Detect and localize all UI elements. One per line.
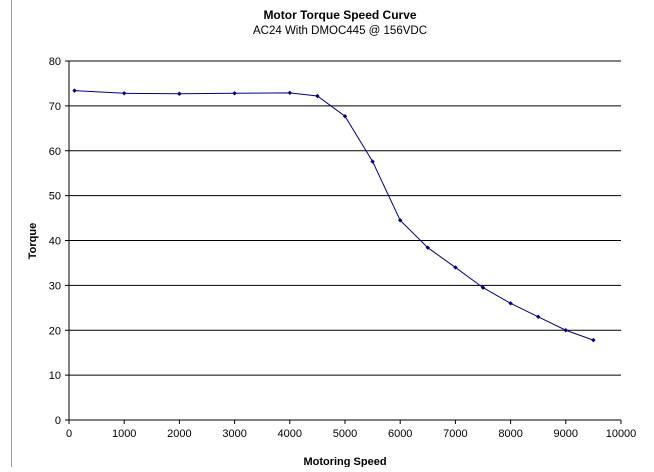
x-tick-label: 0 (66, 428, 72, 440)
axes (65, 60, 622, 424)
chart-title: Motor Torque Speed Curve (263, 8, 416, 22)
data-point-11 (480, 285, 486, 290)
tick-labels: 0 10 20 30 40 50 60 70 80 0 1000 2000 3000 4000 5000 60… (49, 56, 637, 440)
y-tick-label: 0 (55, 415, 61, 427)
data-point-0 (72, 88, 77, 93)
y-tick-label: 10 (49, 370, 61, 382)
x-tick-label: 4000 (278, 428, 302, 440)
frame-left-border (11, 0, 12, 467)
y-tick-label: 40 (49, 236, 61, 248)
data-point-2 (177, 91, 182, 96)
data-point-1 (122, 91, 127, 96)
x-tick-label: 8000 (498, 428, 522, 440)
chart-subtitle: AC24 With DMOC445 @ 156VDC (253, 25, 427, 37)
x-tick-label: 7000 (443, 428, 467, 440)
data-point-3 (232, 91, 237, 96)
data-point-6 (342, 113, 348, 119)
data-point-13 (536, 314, 541, 319)
x-tick-label: 3000 (222, 428, 246, 440)
x-tick-label: 6000 (388, 428, 412, 440)
gridlines (69, 60, 621, 376)
y-tick-label: 60 (49, 146, 61, 158)
x-axis-label: Motoring Speed (303, 456, 386, 467)
y-tick-label: 50 (49, 191, 61, 203)
data-point-15 (591, 337, 596, 343)
y-tick-label: 30 (49, 280, 61, 292)
data-point-4 (287, 90, 292, 96)
data-point-14 (563, 328, 568, 333)
data-point-8 (398, 218, 403, 223)
y-tick-label: 70 (49, 101, 61, 113)
data-point-10 (453, 265, 458, 270)
x-tick-label: 2000 (167, 428, 191, 440)
series-line (74, 90, 594, 341)
x-tick-label: 1000 (112, 428, 136, 440)
data-point-7 (370, 159, 375, 164)
x-tick-label: 5000 (333, 428, 357, 440)
x-tick-label: 10000 (606, 428, 637, 440)
y-axis-label: Torque (27, 223, 39, 259)
data-point-9 (425, 245, 430, 250)
y-tick-label: 80 (49, 56, 61, 68)
y-tick-label: 20 (49, 325, 61, 337)
data-point-5 (315, 93, 320, 99)
x-tick-label: 9000 (554, 428, 578, 440)
data-point-12 (508, 301, 513, 306)
data-series (72, 88, 596, 343)
